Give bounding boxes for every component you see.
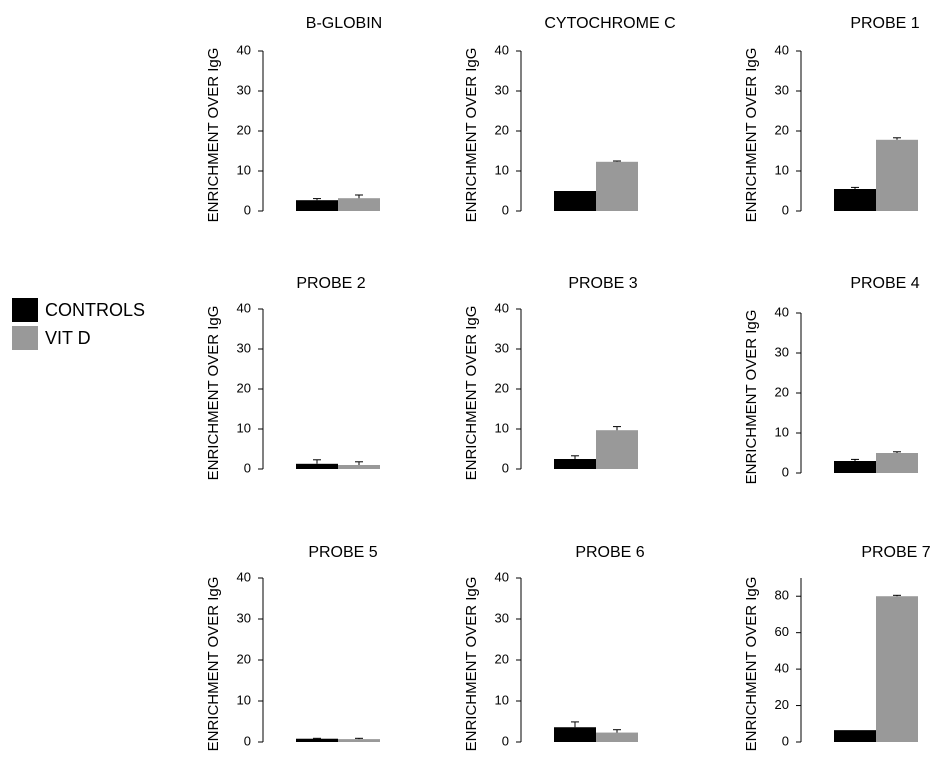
panel-2-tick-label-10: 10 <box>495 162 509 177</box>
panel-3-tick-label-30: 30 <box>775 82 789 97</box>
panel-9-bar-vitd <box>876 596 918 742</box>
panel-2-tick-label-20: 20 <box>495 122 509 137</box>
panel-8-bar-controls <box>554 727 596 742</box>
legend-swatch-vitd <box>12 326 38 350</box>
panel-9-tick-label-40: 40 <box>775 661 789 676</box>
panel-7-bar-controls <box>296 738 338 742</box>
panel-1-ylabel: ENRICHMENT OVER IgG <box>205 48 222 223</box>
panel-6-tick-label-30: 30 <box>775 344 789 359</box>
panel-9-title: PROBE 7 <box>861 544 930 561</box>
panel-7-tick-label-10: 10 <box>237 692 251 707</box>
panel-9-tick-label-60: 60 <box>775 624 789 639</box>
panel-1-tick-label-20: 20 <box>237 122 251 137</box>
panel-5-tick-label-10: 10 <box>495 420 509 435</box>
panel-8-title: PROBE 6 <box>575 544 644 561</box>
legend-swatch-controls <box>12 298 38 322</box>
panel-3-bar-controls <box>834 189 876 211</box>
panel-8-tick-label-20: 20 <box>495 651 509 666</box>
legend-label-controls: CONTROLS <box>45 299 146 320</box>
legend-label-vitd: VIT D <box>45 327 91 348</box>
panel-3-bar-vitd <box>876 139 918 211</box>
panel-2-bar-controls <box>554 191 596 211</box>
panel-4-tick-label-30: 30 <box>237 340 251 355</box>
panel-6-bar-vitd <box>876 453 918 473</box>
panel-2-tick-label-30: 30 <box>495 82 509 97</box>
panel-7-title: PROBE 5 <box>308 544 377 561</box>
panel-1-tick-label-10: 10 <box>237 162 251 177</box>
panel-6-tick-label-40: 40 <box>775 304 789 319</box>
panel-7-tick-label-0: 0 <box>244 733 251 748</box>
panel-8-tick-label-0: 0 <box>502 733 509 748</box>
panel-5-bar-controls <box>554 459 596 469</box>
panel-2-title: CYTOCHROME C <box>544 15 675 32</box>
panel-6-ylabel: ENRICHMENT OVER IgG <box>743 310 760 485</box>
panel-6-bar-controls <box>834 461 876 473</box>
legend: CONTROLS VIT D <box>12 296 145 352</box>
panel-3-tick-label-10: 10 <box>775 162 789 177</box>
panel-4-tick-label-20: 20 <box>237 380 251 395</box>
panel-4-bar-vitd <box>338 465 380 469</box>
panel-4-tick-label-40: 40 <box>237 300 251 315</box>
panel-7-ylabel: ENRICHMENT OVER IgG <box>205 577 222 752</box>
panel-5-tick-label-0: 0 <box>502 460 509 475</box>
panel-9-ylabel: ENRICHMENT OVER IgG <box>743 577 760 752</box>
panel-1-tick-label-40: 40 <box>237 42 251 57</box>
panel-1-bar-vitd <box>338 198 380 211</box>
panel-5-tick-label-40: 40 <box>495 300 509 315</box>
panel-3-ylabel: ENRICHMENT OVER IgG <box>743 48 760 223</box>
panel-8-tick-label-10: 10 <box>495 692 509 707</box>
panel-4-title: PROBE 2 <box>296 275 365 292</box>
panel-6-title: PROBE 4 <box>850 275 919 292</box>
panel-1-title: B-GLOBIN <box>306 15 382 32</box>
panel-5-title: PROBE 3 <box>568 275 637 292</box>
panel-1-tick-label-0: 0 <box>244 202 251 217</box>
panel-9-bar-controls <box>834 730 876 742</box>
panel-2-bar-vitd <box>596 161 638 211</box>
panel-5-tick-label-30: 30 <box>495 340 509 355</box>
legend-item-vitd: VIT D <box>12 324 145 352</box>
panel-4-tick-label-0: 0 <box>244 460 251 475</box>
panel-6-tick-label-20: 20 <box>775 384 789 399</box>
panel-9-tick-label-0: 0 <box>782 733 789 748</box>
panel-9-tick-label-20: 20 <box>775 697 789 712</box>
panel-2-tick-label-40: 40 <box>495 42 509 57</box>
panel-4-tick-label-10: 10 <box>237 420 251 435</box>
panel-5-ylabel: ENRICHMENT OVER IgG <box>463 306 480 481</box>
panel-2-ylabel: ENRICHMENT OVER IgG <box>463 48 480 223</box>
panel-8-tick-label-30: 30 <box>495 610 509 625</box>
panel-3-tick-label-0: 0 <box>782 202 789 217</box>
panel-5-tick-label-20: 20 <box>495 380 509 395</box>
panel-8-tick-label-40: 40 <box>495 569 509 584</box>
legend-item-controls: CONTROLS <box>12 296 145 324</box>
panel-7-tick-label-20: 20 <box>237 651 251 666</box>
panel-5-bar-vitd <box>596 430 638 469</box>
panel-1-tick-label-30: 30 <box>237 82 251 97</box>
panel-3-tick-label-20: 20 <box>775 122 789 137</box>
panel-3-title: PROBE 1 <box>850 15 919 32</box>
panel-7-tick-label-40: 40 <box>237 569 251 584</box>
panel-4-ylabel: ENRICHMENT OVER IgG <box>205 306 222 481</box>
panel-7-tick-label-30: 30 <box>237 610 251 625</box>
panel-3-tick-label-40: 40 <box>775 42 789 57</box>
panel-8-bar-vitd <box>596 732 638 742</box>
panel-1-bar-controls <box>296 200 338 211</box>
panel-7-bar-vitd <box>338 739 380 742</box>
panel-9-tick-label-80: 80 <box>775 588 789 603</box>
panel-8-ylabel: ENRICHMENT OVER IgG <box>463 577 480 752</box>
panel-6-tick-label-10: 10 <box>775 424 789 439</box>
panel-2-tick-label-0: 0 <box>502 202 509 217</box>
panel-6-tick-label-0: 0 <box>782 464 789 479</box>
panel-4-bar-controls <box>296 463 338 469</box>
